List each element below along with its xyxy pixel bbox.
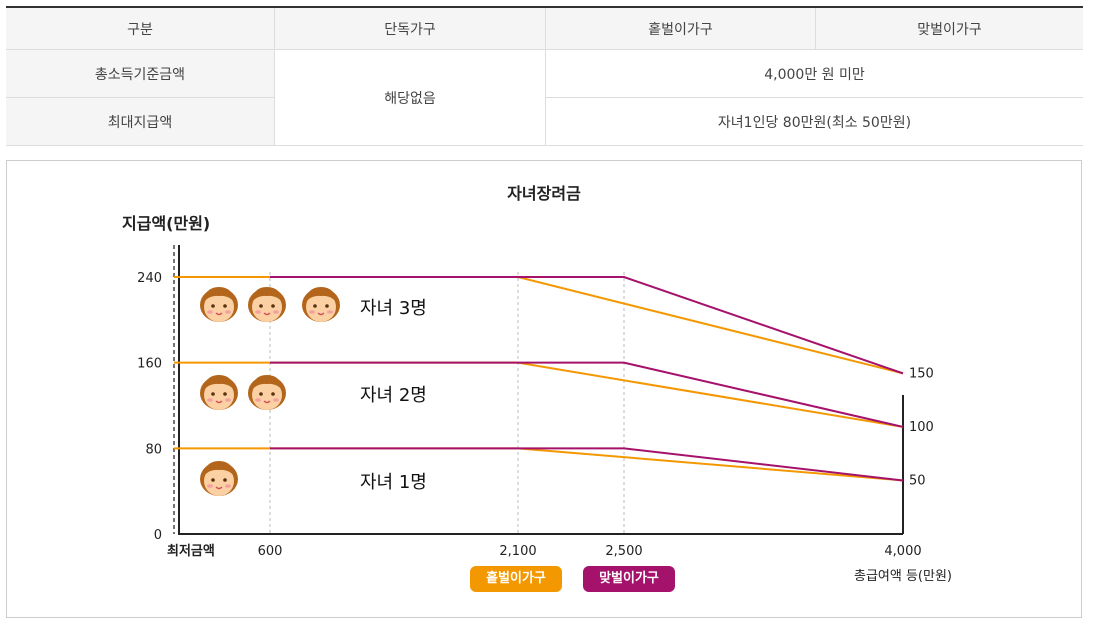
child-face-icon [199, 374, 239, 411]
table-row: 총소득기준금액 해당없음 4,000만 원 미만 [6, 49, 1083, 146]
y-axis-label: 지급액(만원) [122, 214, 210, 233]
chart-title: 자녀장려금 [507, 184, 581, 203]
x-axis-label: 총급여액 등(만원) [854, 569, 952, 584]
header-single: 단독가구 [274, 6, 546, 50]
right-value-label: 100 [909, 420, 934, 435]
annotation-children-2: 자녀 2명 [360, 385, 427, 406]
series-line-dual-1 [270, 447, 904, 482]
legend-dual-earner: 맞벌이가구 [583, 566, 675, 592]
y-tick-label: 0 [154, 528, 162, 543]
right-value-label: 150 [909, 366, 934, 381]
income-threshold-value: 4,000만 원 미만 [545, 49, 1083, 98]
series-line-dual-2 [270, 361, 904, 428]
chart-container [6, 160, 1082, 618]
x-tick-label: 600 [258, 544, 283, 559]
x-axis-min-label: 최저금액 [167, 544, 215, 559]
header-dual-earner: 맞벌이가구 [815, 6, 1083, 50]
table-header-row: 구분 단독가구 홑벌이가구 맞벌이가구 [6, 6, 1083, 50]
header-category: 구분 [6, 6, 275, 50]
right-value-label: 50 [909, 473, 926, 488]
y-tick-label: 240 [137, 271, 162, 286]
info-table: 구분 단독가구 홑벌이가구 맞벌이가구 총소득기준금액 해당없음 4,000만 … [6, 6, 1083, 146]
x-tick-label: 2,500 [605, 544, 642, 559]
max-payment-value: 자녀1인당 80만원(최소 50만원) [545, 97, 1083, 146]
child-face-icon [199, 286, 239, 323]
row-label-income: 총소득기준금액 [6, 49, 275, 98]
x-tick-label: 2,100 [499, 544, 536, 559]
x-tick-label: 4,000 [884, 544, 921, 559]
child-face-icon [247, 286, 287, 323]
series-line-single-3 [174, 276, 904, 375]
y-tick-label: 160 [137, 357, 162, 372]
series-line-single-1 [174, 447, 904, 482]
y-tick-label: 80 [145, 442, 162, 457]
header-single-earner: 홑벌이가구 [545, 6, 816, 50]
child-face-icon [247, 374, 287, 411]
child-face-icon [199, 460, 239, 497]
legend-single-earner: 홑벌이가구 [470, 566, 562, 592]
series-line-dual-3 [270, 276, 904, 375]
row-label-max-payment: 최대지급액 [6, 97, 275, 146]
table-row: 최대지급액 자녀1인당 80만원(최소 50만원) [6, 97, 1083, 146]
child-face-icon [301, 286, 341, 323]
annotation-children-1: 자녀 1명 [360, 472, 427, 493]
single-household-value: 해당없음 [274, 49, 546, 146]
annotation-children-3: 자녀 3명 [360, 298, 427, 319]
